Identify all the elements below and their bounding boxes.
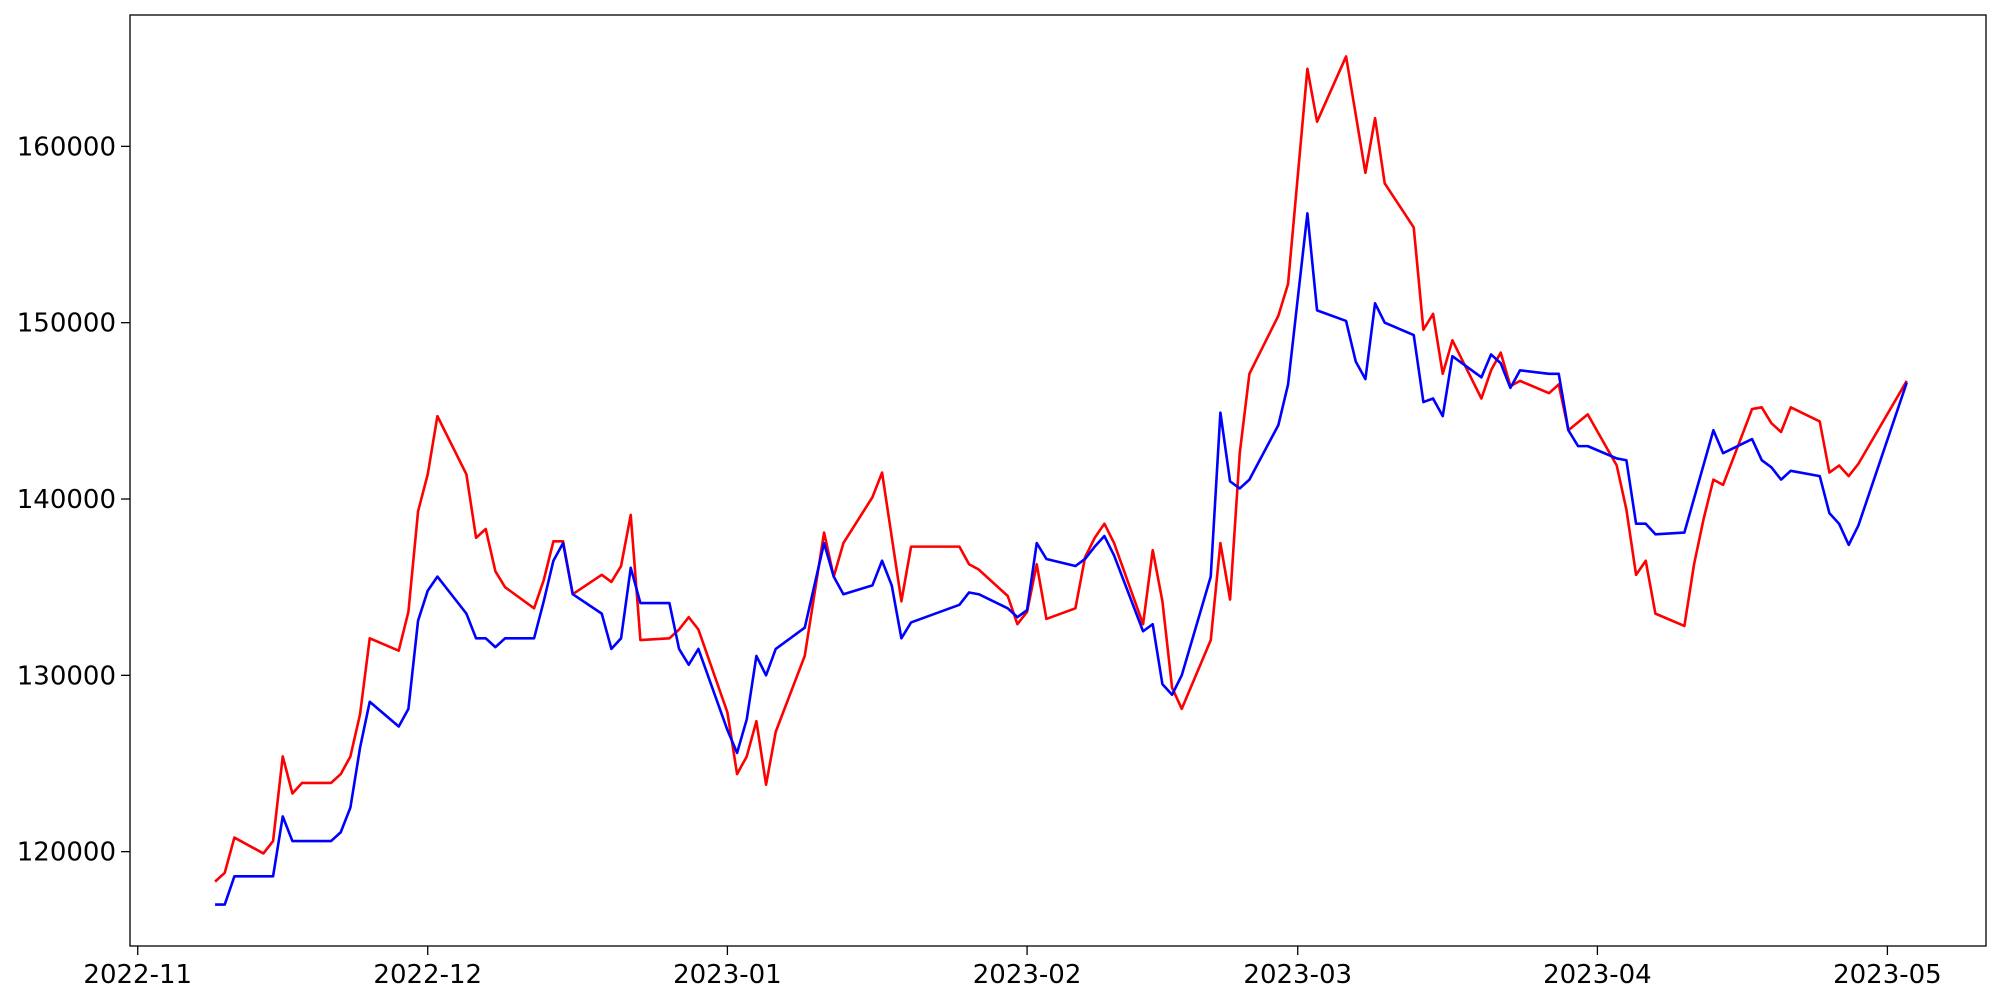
x-tick-label: 2023-05 [1833, 960, 1942, 990]
x-tick-label: 2023-02 [973, 960, 1082, 990]
series-line [215, 212, 1908, 906]
x-tick-label: 2022-12 [373, 960, 482, 990]
y-tick-label: 160000 [17, 132, 116, 162]
x-tick-label: 2023-04 [1543, 960, 1652, 990]
y-tick-label: 120000 [17, 838, 116, 868]
y-tick-label: 140000 [17, 485, 116, 515]
x-tick-label: 2023-03 [1243, 960, 1352, 990]
x-tick-label: 2023-01 [673, 960, 782, 990]
y-tick-label: 150000 [17, 309, 116, 339]
series-line [214, 55, 1908, 883]
y-tick-label: 130000 [17, 661, 116, 691]
plot-frame [129, 14, 1987, 947]
x-tick-label: 2022-11 [83, 960, 192, 990]
